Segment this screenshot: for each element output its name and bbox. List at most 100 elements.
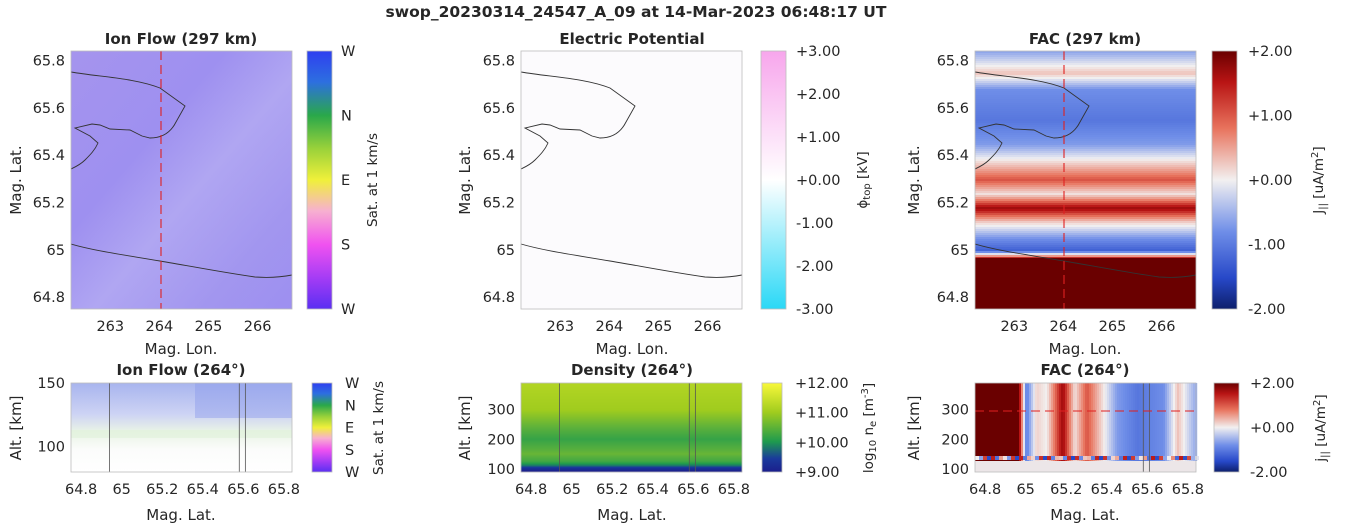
density-alt-ylabel: Alt. [km] — [456, 396, 474, 461]
j-subscript: || — [1320, 451, 1331, 458]
fac-column — [1037, 383, 1040, 461]
density-row — [521, 431, 742, 433]
ion-flow-alt-greenband — [71, 430, 292, 438]
fac-map-ticks: 263 264 265 266 65.8 65.6 65.4 65.2 65 64.8 — [937, 53, 1176, 335]
ion-flow-map-colorbar-ticks: W N E S W — [341, 44, 355, 318]
colorbar-tick-label: -1.00 — [1248, 238, 1286, 254]
fac-column — [1123, 383, 1126, 461]
fac-column — [979, 383, 982, 461]
fac-band — [975, 179, 1196, 182]
density-row — [521, 432, 742, 434]
fac-band — [975, 247, 1196, 250]
fac-lowalt-cell — [1115, 456, 1119, 460]
fac-band — [975, 191, 1196, 194]
density-row — [521, 393, 742, 395]
fac-lowalt-cell — [1155, 456, 1159, 460]
fac-lowalt-cell — [1139, 456, 1143, 460]
fac-band — [975, 193, 1196, 196]
density-row — [521, 391, 742, 393]
fac-lowalt-cell — [1127, 456, 1131, 460]
fac-band — [975, 85, 1196, 88]
fac-band — [975, 89, 1196, 92]
fac-lowalt-cell — [1091, 456, 1095, 460]
fac-band — [975, 157, 1196, 160]
y-tick-label: 65.2 — [483, 195, 515, 211]
fac-lowalt-cell — [1103, 456, 1107, 460]
j-subscript: || — [1318, 203, 1329, 210]
density-row — [521, 462, 742, 464]
ne-unit: [m — [861, 398, 877, 421]
fac-column — [997, 383, 1000, 461]
fac-column — [1131, 383, 1134, 461]
density-row — [521, 392, 742, 394]
density-row — [521, 418, 742, 420]
fac-column — [1087, 383, 1090, 461]
ion-flow-map-colorbar-label: Sat. at 1 km/s — [365, 133, 381, 227]
density-row — [521, 442, 742, 444]
y-tick-label: 65.4 — [33, 148, 65, 164]
phi-symbol: ϕ — [855, 200, 871, 209]
fac-band — [975, 71, 1196, 74]
colorbar-tick-label: E — [341, 173, 350, 189]
coastline-north — [520, 71, 636, 170]
ion-flow-map-ylabel: Mag. Lat. — [7, 145, 25, 214]
fac-column — [1169, 383, 1172, 461]
fac-band — [975, 255, 1196, 258]
x-tick-label: 263 — [546, 319, 574, 335]
density-row — [521, 434, 742, 436]
fac-band — [975, 75, 1196, 78]
x-tick-label: 64.8 — [515, 482, 547, 498]
density-row — [521, 405, 742, 407]
potential-map-xlabel: Mag. Lon. — [596, 340, 669, 358]
fac-column — [999, 383, 1002, 461]
fac-band-strong — [975, 258, 1196, 309]
x-tick-label: 65.4 — [1091, 482, 1123, 498]
y-tick-label: 65.8 — [483, 53, 515, 69]
colorbar-tick-label: E — [345, 421, 354, 437]
density-row — [521, 438, 742, 440]
fac-column — [1057, 383, 1060, 461]
colorbar-tick-label: W — [341, 44, 355, 60]
fac-lowalt-cell — [1087, 456, 1091, 460]
fac-lowalt-cell — [1083, 456, 1087, 460]
fac-band — [975, 109, 1196, 112]
density-row — [521, 466, 742, 468]
fac-column — [1021, 383, 1024, 461]
fac-band — [975, 93, 1196, 96]
density-row — [521, 447, 742, 449]
fac-map-colorbar-ticks: +2.00 +1.00 +0.00 -1.00 -2.00 — [1248, 44, 1292, 318]
fac-band — [975, 73, 1196, 76]
fac-band — [975, 57, 1196, 60]
colorbar-tick-label: +2.00 — [796, 87, 840, 103]
density-row — [521, 387, 742, 389]
density-row — [521, 421, 742, 423]
fac-column — [1127, 383, 1130, 461]
fac-lowalt-cell — [1135, 456, 1139, 460]
fac-lowalt-cell — [1099, 456, 1103, 460]
colorbar-tick-label: S — [345, 443, 354, 459]
fac-lowalt-cell — [1031, 456, 1035, 460]
fac-band — [975, 53, 1196, 56]
colorbar-tick-label: +10.00 — [795, 435, 849, 451]
fac-lowalt-cell — [1195, 456, 1199, 460]
fac-map-colorbar-label: J|| [uA/m2] — [1310, 146, 1329, 214]
log-sub: 10 — [868, 440, 879, 453]
x-tick-label: 265 — [195, 319, 223, 335]
fac-column — [1109, 383, 1112, 461]
fac-alt-axes — [974, 382, 1197, 473]
density-row — [521, 384, 742, 386]
ion-flow-alt-title: Ion Flow (264°) — [116, 361, 245, 379]
y-tick-label: 65.2 — [937, 195, 969, 211]
fac-lowalt-cell — [1075, 456, 1079, 460]
x-tick-label: 65.8 — [1172, 482, 1204, 498]
colorbar-tick-label: +12.00 — [795, 376, 849, 392]
y-tick-label: 150 — [37, 376, 65, 392]
fac-band — [975, 125, 1196, 128]
fac-column — [993, 383, 996, 461]
density-row — [521, 422, 742, 424]
fac-band — [975, 77, 1196, 80]
fac-column — [1187, 383, 1190, 461]
fac-column — [1077, 383, 1080, 461]
